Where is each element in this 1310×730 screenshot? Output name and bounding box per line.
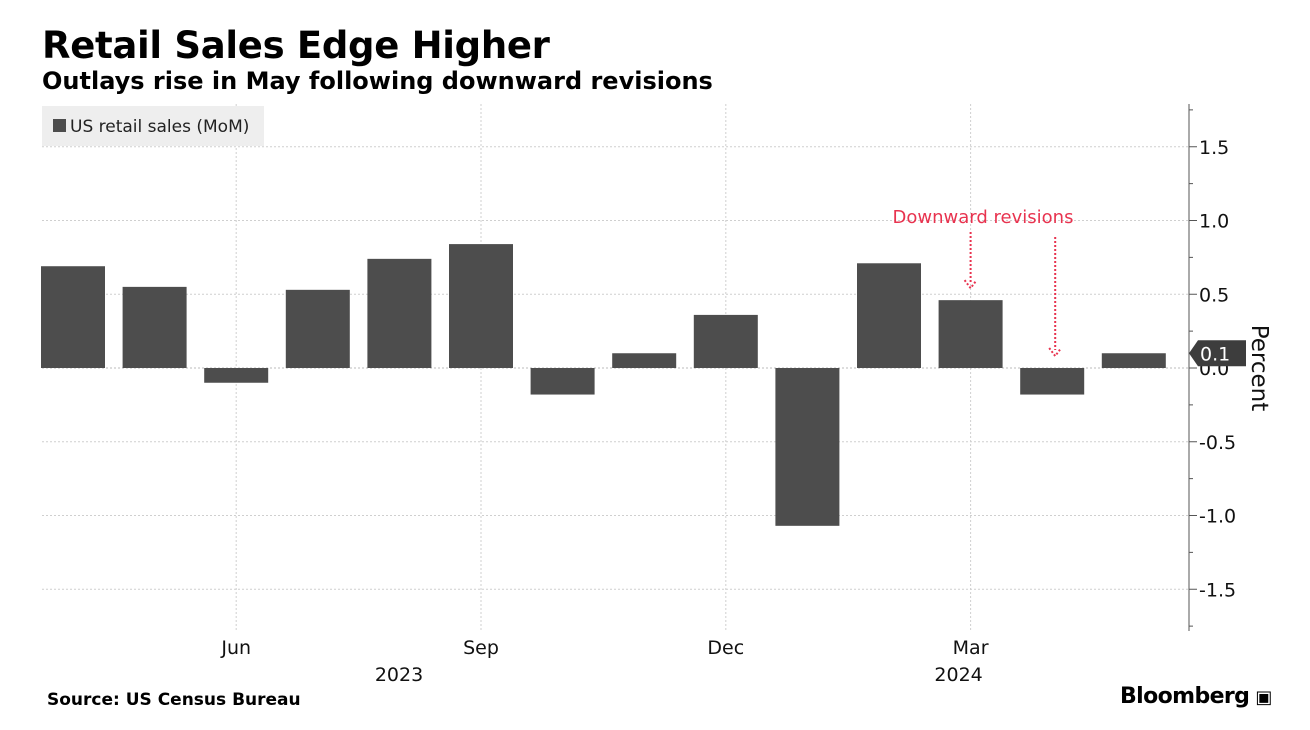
bar xyxy=(449,244,513,368)
bar xyxy=(857,263,921,368)
legend-label: US retail sales (MoM) xyxy=(70,117,249,137)
bar xyxy=(775,368,840,526)
bar xyxy=(1101,353,1166,368)
chart-subtitle: Outlays rise in May following downward r… xyxy=(42,67,713,95)
annotation-arrowhead xyxy=(1048,347,1062,358)
brand-logo: Bloomberg ▣ xyxy=(1120,684,1272,709)
y-axis-title: Percent xyxy=(1246,325,1272,412)
x-axis: Jun Sep Dec Mar 2023 2024 xyxy=(220,637,988,686)
bloomberg-terminal-icon: ▣ xyxy=(1255,687,1272,708)
y-tick-label: 1.5 xyxy=(1199,137,1229,159)
bar xyxy=(285,289,350,368)
y-tick-label: 1.0 xyxy=(1199,211,1229,233)
x-tick-label: Mar xyxy=(953,637,989,659)
bar xyxy=(612,353,677,368)
bar xyxy=(938,300,1003,368)
bars xyxy=(41,244,1166,526)
bar xyxy=(530,368,595,395)
bar xyxy=(1020,368,1085,395)
annotation-arrowhead xyxy=(963,279,978,290)
bar xyxy=(204,368,269,383)
legend: US retail sales (MoM) xyxy=(42,106,264,146)
y-tick-label: 0.5 xyxy=(1199,284,1229,306)
x-year-label: 2024 xyxy=(934,664,982,686)
y-tick-label: -1.0 xyxy=(1199,506,1236,528)
annotation-label: Downward revisions xyxy=(893,207,1074,228)
x-tick-label: Dec xyxy=(707,637,744,659)
bar xyxy=(693,314,758,368)
annotation: Downward revisions xyxy=(893,207,1074,358)
bar xyxy=(367,258,432,368)
chart-title: Retail Sales Edge Higher xyxy=(42,24,550,67)
x-year-label: 2023 xyxy=(375,664,423,686)
x-tick-label: Sep xyxy=(463,637,499,659)
legend-swatch xyxy=(53,119,66,132)
y-tick-label: -1.5 xyxy=(1199,579,1236,601)
x-tick-label: Jun xyxy=(220,637,251,659)
source-note: Source: US Census Bureau xyxy=(47,690,301,710)
bar xyxy=(41,266,105,368)
last-value-label: 0.1 xyxy=(1200,343,1230,365)
brand-name: Bloomberg xyxy=(1120,684,1250,709)
legend-box xyxy=(42,106,264,146)
last-value-tag xyxy=(1189,340,1246,367)
bar xyxy=(122,286,187,368)
y-tick-label: -0.5 xyxy=(1199,432,1236,454)
